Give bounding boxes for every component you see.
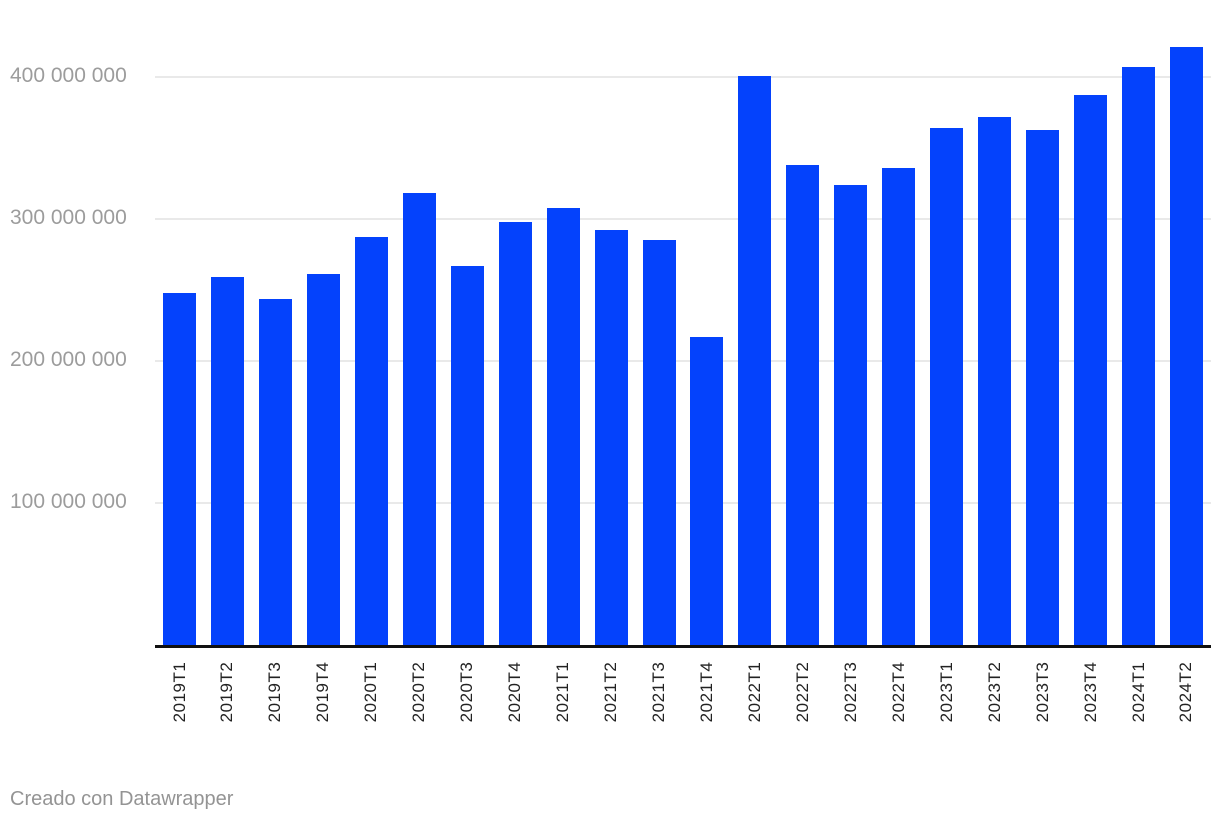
bar-2022T4[interactable] [882,168,915,645]
x-axis-line [155,645,1211,648]
x-tick-label-2021T1: 2021T1 [553,661,572,723]
x-tick-label-2023T4: 2023T4 [1081,661,1100,723]
x-tick-label-2019T3: 2019T3 [265,661,284,723]
gridline-200000000 [155,360,1211,362]
datawrapper-credit[interactable]: Creado con Datawrapper [10,788,234,810]
bar-2021T3[interactable] [643,240,676,645]
x-tick-label-2020T1: 2020T1 [361,661,380,723]
bar-2020T4[interactable] [499,222,532,645]
x-tick-label-2019T1: 2019T1 [170,661,189,723]
bar-2020T2[interactable] [403,193,436,645]
y-tick-label: 200 000 000 [10,348,127,371]
bar-2021T2[interactable] [595,230,628,645]
bar-2023T4[interactable] [1074,95,1107,645]
bar-2020T1[interactable] [355,237,388,645]
bar-2019T4[interactable] [307,274,340,645]
bar-2023T2[interactable] [978,117,1011,645]
bar-2019T1[interactable] [163,293,196,645]
x-tick-label-2023T1: 2023T1 [937,661,956,723]
bar-2023T3[interactable] [1026,130,1059,645]
x-tick-label-2023T3: 2023T3 [1033,661,1052,723]
x-tick-label-2021T3: 2021T3 [649,661,668,723]
bar-2023T1[interactable] [930,128,963,645]
y-tick-label: 400 000 000 [10,64,127,87]
x-tick-label-2024T1: 2024T1 [1129,661,1148,723]
bar-2019T2[interactable] [211,277,244,645]
x-tick-label-2019T2: 2019T2 [217,661,236,723]
bar-2021T1[interactable] [547,208,580,645]
x-tick-label-2022T4: 2022T4 [889,661,908,723]
x-tick-label-2022T1: 2022T1 [745,661,764,723]
gridline-300000000 [155,218,1211,220]
gridline-100000000 [155,502,1211,504]
bar-2021T4[interactable] [690,337,723,645]
x-tick-label-2022T2: 2022T2 [793,661,812,723]
bar-2022T3[interactable] [834,185,867,645]
x-tick-label-2024T2: 2024T2 [1176,661,1195,723]
x-tick-label-2019T4: 2019T4 [313,661,332,723]
x-tick-label-2021T2: 2021T2 [601,661,620,723]
y-tick-label: 100 000 000 [10,490,127,513]
bar-2024T2[interactable] [1170,47,1203,645]
bar-2020T3[interactable] [451,266,484,645]
x-tick-label-2020T3: 2020T3 [457,661,476,723]
x-tick-label-2021T4: 2021T4 [697,661,716,723]
bar-2022T2[interactable] [786,165,819,645]
y-tick-label: 300 000 000 [10,206,127,229]
bar-2022T1[interactable] [738,76,771,645]
x-tick-label-2022T3: 2022T3 [841,661,860,723]
bar-2019T3[interactable] [259,299,292,645]
x-tick-label-2023T2: 2023T2 [985,661,1004,723]
gridline-400000000 [155,76,1211,78]
x-tick-label-2020T4: 2020T4 [505,661,524,723]
x-tick-label-2020T2: 2020T2 [409,661,428,723]
bar-2024T1[interactable] [1122,67,1155,645]
